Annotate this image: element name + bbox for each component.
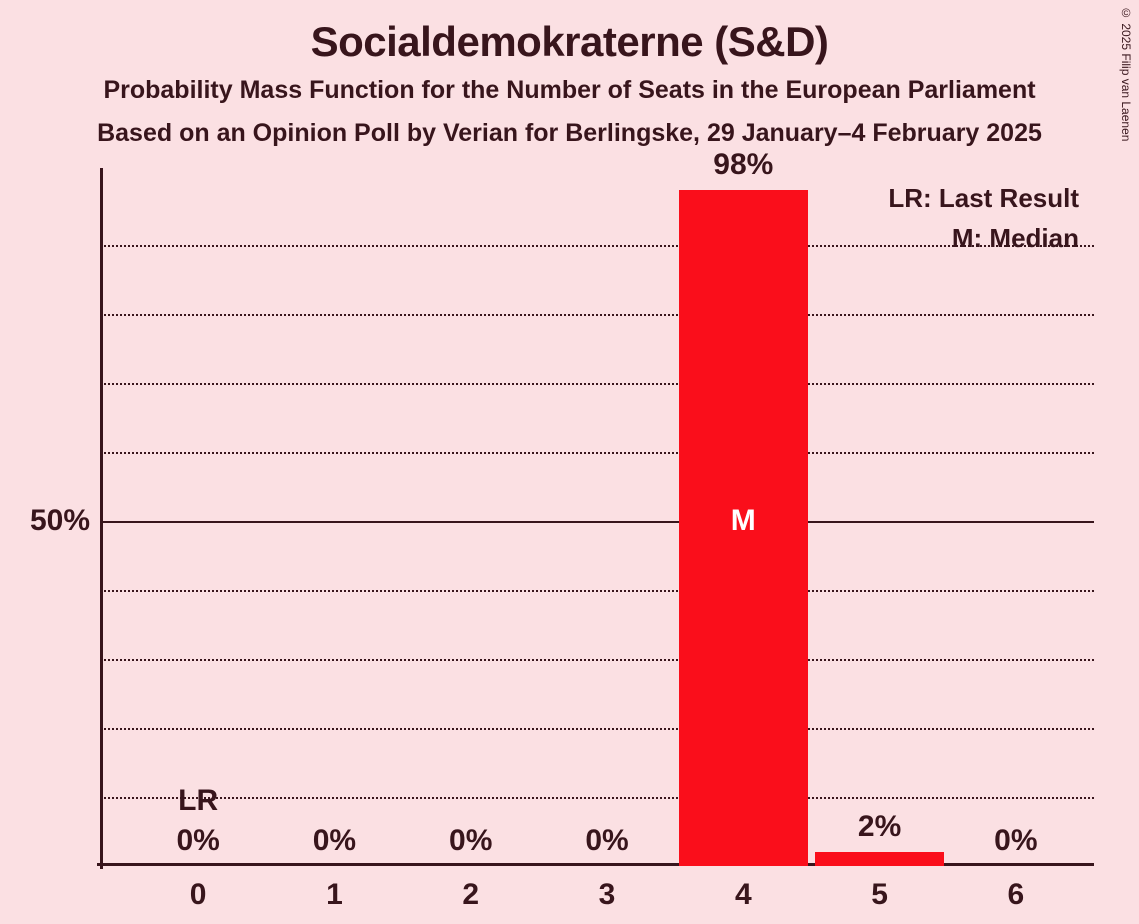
x-axis-tick: 2 bbox=[462, 878, 479, 912]
gridline bbox=[100, 452, 1094, 454]
gridline bbox=[100, 590, 1094, 592]
chart-area: LR: Last Result M: Median 50%0%LR00%10%2… bbox=[0, 166, 1139, 924]
gridline bbox=[100, 797, 1094, 799]
x-axis-tick: 1 bbox=[326, 878, 343, 912]
x-axis-line bbox=[97, 863, 1094, 866]
gridline bbox=[100, 314, 1094, 316]
copyright-text: © 2025 Filip van Laenen bbox=[1119, 6, 1133, 141]
bar bbox=[815, 852, 944, 866]
chart-title: Socialdemokraterne (S&D) bbox=[0, 0, 1139, 66]
last-result-marker: LR bbox=[178, 784, 218, 818]
chart-subtitle-2: Based on an Opinion Poll by Verian for B… bbox=[0, 119, 1139, 148]
bar-value-label: 0% bbox=[585, 824, 628, 858]
legend-m: M: Median bbox=[888, 218, 1079, 258]
x-axis-tick: 5 bbox=[871, 878, 888, 912]
bar-value-label: 0% bbox=[449, 824, 492, 858]
y-axis-label: 50% bbox=[30, 504, 90, 538]
x-axis-tick: 4 bbox=[735, 878, 752, 912]
plot-area: LR: Last Result M: Median 50%0%LR00%10%2… bbox=[100, 176, 1094, 866]
legend-lr: LR: Last Result bbox=[888, 178, 1079, 218]
gridline bbox=[100, 521, 1094, 523]
bar-value-label: 2% bbox=[858, 810, 901, 844]
bar-value-label: 98% bbox=[713, 148, 773, 182]
gridline bbox=[100, 383, 1094, 385]
x-axis-tick: 6 bbox=[1008, 878, 1025, 912]
bar-value-label: 0% bbox=[176, 824, 219, 858]
gridline bbox=[100, 245, 1094, 247]
bar-value-label: 0% bbox=[313, 824, 356, 858]
gridline bbox=[100, 659, 1094, 661]
x-axis-tick: 3 bbox=[599, 878, 616, 912]
y-axis-line bbox=[100, 168, 103, 869]
median-marker: M bbox=[731, 504, 756, 538]
gridline bbox=[100, 728, 1094, 730]
chart-subtitle-1: Probability Mass Function for the Number… bbox=[0, 76, 1139, 105]
x-axis-tick: 0 bbox=[190, 878, 207, 912]
bar-value-label: 0% bbox=[994, 824, 1037, 858]
